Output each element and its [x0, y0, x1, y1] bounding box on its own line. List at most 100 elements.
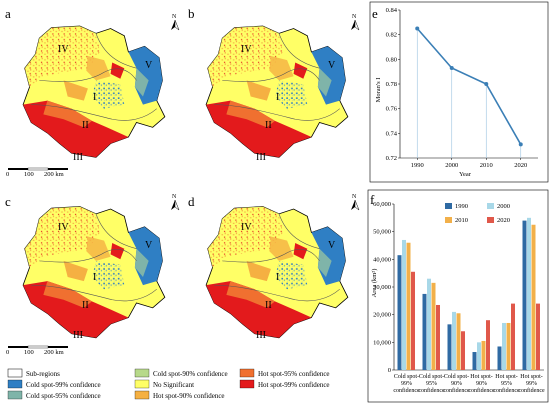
panel-f-frame	[367, 189, 549, 403]
scale-bar: 0 100 200 km	[6, 167, 68, 178]
x-category-label: 90%	[451, 381, 462, 387]
legend-item-cold-95: Cold spot-95% confidence	[7, 390, 101, 400]
bar-1990	[522, 220, 527, 370]
region-label-I: I	[276, 272, 279, 283]
panel-e-frame	[369, 1, 549, 183]
panel-e-marks	[415, 26, 523, 158]
y-tick-label: 0.76	[386, 106, 398, 113]
moran-line	[416, 27, 522, 145]
bar-1990	[447, 324, 452, 370]
x-category-label: 95%	[426, 381, 437, 387]
x-tick-label: 2000	[445, 162, 458, 169]
legend-item-no-significant: No Significant	[134, 379, 194, 389]
region-label-V: V	[145, 240, 153, 251]
bar-2020	[411, 271, 415, 370]
bar-2010	[506, 322, 511, 370]
bar-2010	[431, 282, 436, 370]
legend: Sub-regions Cold spot-99% confidence Col…	[7, 368, 330, 400]
y-tick-label: 0.84	[386, 7, 398, 14]
panel-e-axes: 0.72 0.74 0.76 0.78 0.80 0.82 0.84 1990 2000 2010…	[386, 7, 538, 169]
legend-item-cold-99: Cold spot-99% confidence	[7, 379, 101, 389]
bar-2020	[436, 304, 440, 370]
data-point	[484, 82, 489, 86]
legend-label: Cold spot-90% confidence	[153, 370, 228, 378]
panel-f-legend: 1990 2000 2010 2020	[445, 203, 510, 224]
region-label-II: II	[82, 120, 89, 131]
region-label-II: II	[265, 300, 272, 311]
y-tick-label: 50,000	[373, 229, 391, 236]
x-category-label: 95%	[501, 381, 512, 387]
x-tick-label: 2010	[480, 162, 493, 169]
panel-f-axes: 0 10,000 20,000 30,000 40,000 50,000 60,000 Col…	[373, 201, 545, 394]
region-label-III: III	[73, 152, 83, 163]
y-tick-label: 10,000	[373, 339, 391, 346]
legend-swatch	[239, 379, 255, 389]
legend-label-2000: 2000	[497, 203, 510, 210]
bar-2020	[461, 331, 465, 370]
y-tick-label: 0	[388, 367, 391, 374]
region-label-V: V	[145, 60, 153, 71]
region-label-IV: IV	[241, 222, 252, 233]
scale-label-200: 200 km	[44, 171, 64, 178]
x-category-label: 99%	[526, 381, 537, 387]
panel-label-a: a	[5, 6, 11, 21]
region-label-V: V	[328, 240, 336, 251]
bar-chart-panel-f: f 0 10,000 20,000 30,000 40,000 50,000 60,000 C…	[367, 189, 549, 403]
y-tick-label: 0.82	[386, 32, 397, 39]
region-label-II: II	[265, 120, 272, 131]
bar-2000	[402, 239, 406, 370]
legend-swatch-1990	[445, 203, 452, 209]
bar-1990	[397, 255, 402, 370]
line-chart-panel-e: e 0.72 0.74 0.76 0.78 0.80 0.82 0.84 1990 2000 20…	[369, 1, 549, 183]
x-category-label: confidence	[418, 387, 445, 394]
x-category-label: Hot spot-	[495, 374, 518, 380]
panel-label-d: d	[188, 194, 195, 209]
legend-item-hot-95: Hot spot-95% confidence	[239, 368, 330, 378]
legend-label: Hot spot-90% confidence	[153, 392, 225, 400]
y-tick-label: 30,000	[373, 284, 391, 291]
region-label-IV: IV	[241, 44, 252, 55]
bar-2010	[481, 340, 486, 370]
x-category-label: Hot spot-	[470, 374, 493, 380]
scale-label-0: 0	[6, 349, 9, 356]
bar-1990	[422, 293, 427, 370]
legend-swatch-2020	[487, 217, 494, 223]
north-arrow-icon: N	[171, 194, 180, 211]
legend-label: Sub-regions	[26, 370, 60, 378]
panel-e-ylabel: Moran's I	[375, 78, 382, 103]
panel-label-e: e	[372, 6, 378, 21]
legend-label: Cold spot-99% confidence	[26, 381, 101, 389]
legend-label: Hot spot-95% confidence	[258, 370, 330, 378]
legend-swatch-2000	[487, 203, 494, 209]
map-panel-a: a IV V I II III N 0 100 200 km	[5, 6, 180, 178]
scale-bar: 0 100 200 km	[6, 345, 68, 356]
x-category-label: Cold spot-	[444, 374, 469, 380]
legend-swatch	[134, 379, 150, 389]
legend-swatch-2010	[445, 217, 452, 223]
x-category-label: confidence	[518, 387, 545, 394]
region-label-IV: IV	[58, 44, 69, 55]
region-label-III: III	[256, 330, 266, 341]
x-category-label: 90%	[476, 381, 487, 387]
legend-item-hot-90: Hot spot-90% confidence	[134, 390, 225, 400]
legend-item-cold-90: Cold spot-90% confidence	[134, 368, 228, 378]
x-category-label: confidence	[443, 387, 470, 394]
north-label: N	[352, 14, 357, 20]
map-panel-c: c IV V I II III N 0 100 200 km	[5, 194, 180, 356]
bar-2010	[531, 224, 536, 370]
map-panel-b: b IV V I II III N	[188, 6, 360, 163]
region-label-I: I	[93, 272, 96, 283]
legend-swatch	[7, 390, 23, 400]
legend-label: Cold spot-95% confidence	[26, 392, 101, 400]
north-arrow-icon: N	[351, 14, 360, 31]
legend-item-hot-99: Hot spot-99% confidence	[239, 379, 330, 389]
north-arrow-icon: N	[351, 194, 360, 211]
map-panel-d: d IV V I II III N	[188, 194, 360, 341]
x-category-label: 99%	[401, 381, 412, 387]
region-label-I: I	[93, 92, 96, 103]
bar-2000	[427, 278, 431, 370]
panel-label-f: f	[370, 192, 375, 207]
scale-label-100: 100	[24, 171, 34, 178]
y-tick-label: 0.74	[386, 130, 398, 137]
